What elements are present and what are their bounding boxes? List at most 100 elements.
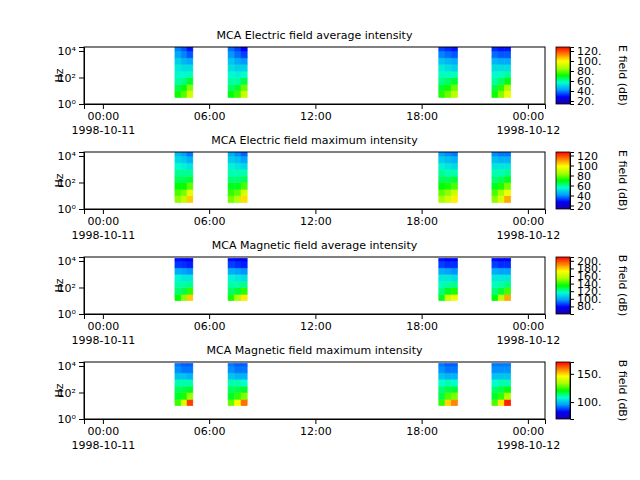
y-tick: 10⁴ xyxy=(58,45,84,58)
x-tick: 06:00 xyxy=(194,314,226,333)
cell xyxy=(445,64,451,71)
cell xyxy=(492,386,498,392)
x-tick-label: 18:00 xyxy=(406,320,438,333)
cell xyxy=(187,152,193,156)
cell xyxy=(492,274,498,281)
x-tick-label: 18:00 xyxy=(406,215,438,228)
cell xyxy=(498,287,504,294)
colorbar-tick-label: 120. xyxy=(577,45,602,58)
x-tick-label-line: 18:00 xyxy=(406,425,438,438)
cell xyxy=(445,274,451,281)
y-tick-label: 10⁰ xyxy=(58,308,77,321)
cell xyxy=(451,274,457,281)
cell xyxy=(187,176,193,182)
cell xyxy=(187,196,193,203)
cell xyxy=(181,152,187,156)
cell xyxy=(504,182,510,189)
cell xyxy=(235,169,241,176)
x-tick-label-line: 1998-10-11 xyxy=(71,124,135,137)
plot-frame xyxy=(84,47,545,104)
cell xyxy=(445,366,451,373)
cell xyxy=(181,392,187,399)
y-tick: 10⁴ xyxy=(58,255,84,268)
colorbar-title: B field (dB) xyxy=(616,255,629,316)
x-tick: 12:00 xyxy=(300,419,332,438)
cell xyxy=(445,196,451,203)
cell xyxy=(445,399,451,405)
cell xyxy=(451,47,457,51)
cell xyxy=(439,373,445,379)
cell xyxy=(181,386,187,392)
cell xyxy=(228,399,234,405)
cell xyxy=(504,84,510,90)
cell xyxy=(181,196,187,203)
cell xyxy=(492,156,498,163)
cell xyxy=(228,77,234,84)
cell xyxy=(187,58,193,64)
x-axis-line xyxy=(85,210,546,215)
y-tick: 10⁰ xyxy=(58,308,84,321)
x-tick-label: 06:00 xyxy=(194,215,226,228)
colorbar-axis-line xyxy=(571,153,575,210)
x-tick-label-line: 06:00 xyxy=(194,320,226,333)
cell xyxy=(492,91,498,98)
colorbar-tick-mark xyxy=(570,402,574,403)
cell xyxy=(504,152,510,156)
cell xyxy=(235,196,241,203)
cell xyxy=(498,156,504,163)
cell xyxy=(187,399,193,405)
cell xyxy=(181,169,187,176)
cell xyxy=(228,196,234,203)
cell xyxy=(492,363,498,366)
y-tick-mark xyxy=(79,314,84,315)
cell xyxy=(228,386,234,392)
colorbar-axis-line xyxy=(571,258,575,315)
cell xyxy=(445,182,451,189)
x-tick-label: 12:00 xyxy=(300,425,332,438)
y-tick-mark xyxy=(79,51,84,52)
cell xyxy=(241,281,247,287)
cell xyxy=(241,196,247,203)
cell xyxy=(175,71,181,77)
x-tick-label-line: 1998-10-11 xyxy=(71,229,135,242)
colorbar-tick-label: 200. xyxy=(577,255,602,268)
cell xyxy=(175,84,181,90)
cell xyxy=(241,379,247,386)
cell xyxy=(175,399,181,405)
x-tick-label: 00:001998-10-12 xyxy=(496,425,560,452)
cell xyxy=(439,58,445,64)
cell xyxy=(175,274,181,281)
cell xyxy=(241,91,247,98)
cell xyxy=(228,47,234,51)
cell xyxy=(445,71,451,77)
cell xyxy=(439,152,445,156)
y-tick-label: 10⁴ xyxy=(58,150,77,163)
cell xyxy=(445,268,451,274)
x-tick: 00:001998-10-11 xyxy=(71,209,135,242)
cell xyxy=(228,281,234,287)
cell xyxy=(228,152,234,156)
y-axis-title: Hz xyxy=(53,278,66,292)
cell xyxy=(504,71,510,77)
cell xyxy=(241,51,247,58)
x-tick-label-line: 06:00 xyxy=(194,110,226,123)
x-tick-label: 00:001998-10-12 xyxy=(496,320,560,347)
cell xyxy=(492,196,498,203)
colorbar-tick: 120 xyxy=(570,150,598,163)
panel: 00:001998-10-1106:0012:0018:0000:001998-… xyxy=(53,29,629,137)
cell xyxy=(187,84,193,90)
cell xyxy=(175,169,181,176)
cell xyxy=(187,156,193,163)
cell xyxy=(235,258,241,261)
cell xyxy=(504,379,510,386)
cell xyxy=(228,392,234,399)
panel-title: MCA Electric field maximum intensity xyxy=(211,134,418,147)
x-tick: 12:00 xyxy=(300,314,332,333)
cell xyxy=(445,169,451,176)
colorbar-tick-mark xyxy=(570,61,574,62)
cell xyxy=(175,152,181,156)
cell xyxy=(187,373,193,379)
x-tick-mark xyxy=(528,314,529,319)
x-tick-mark xyxy=(209,419,210,424)
cell xyxy=(504,392,510,399)
